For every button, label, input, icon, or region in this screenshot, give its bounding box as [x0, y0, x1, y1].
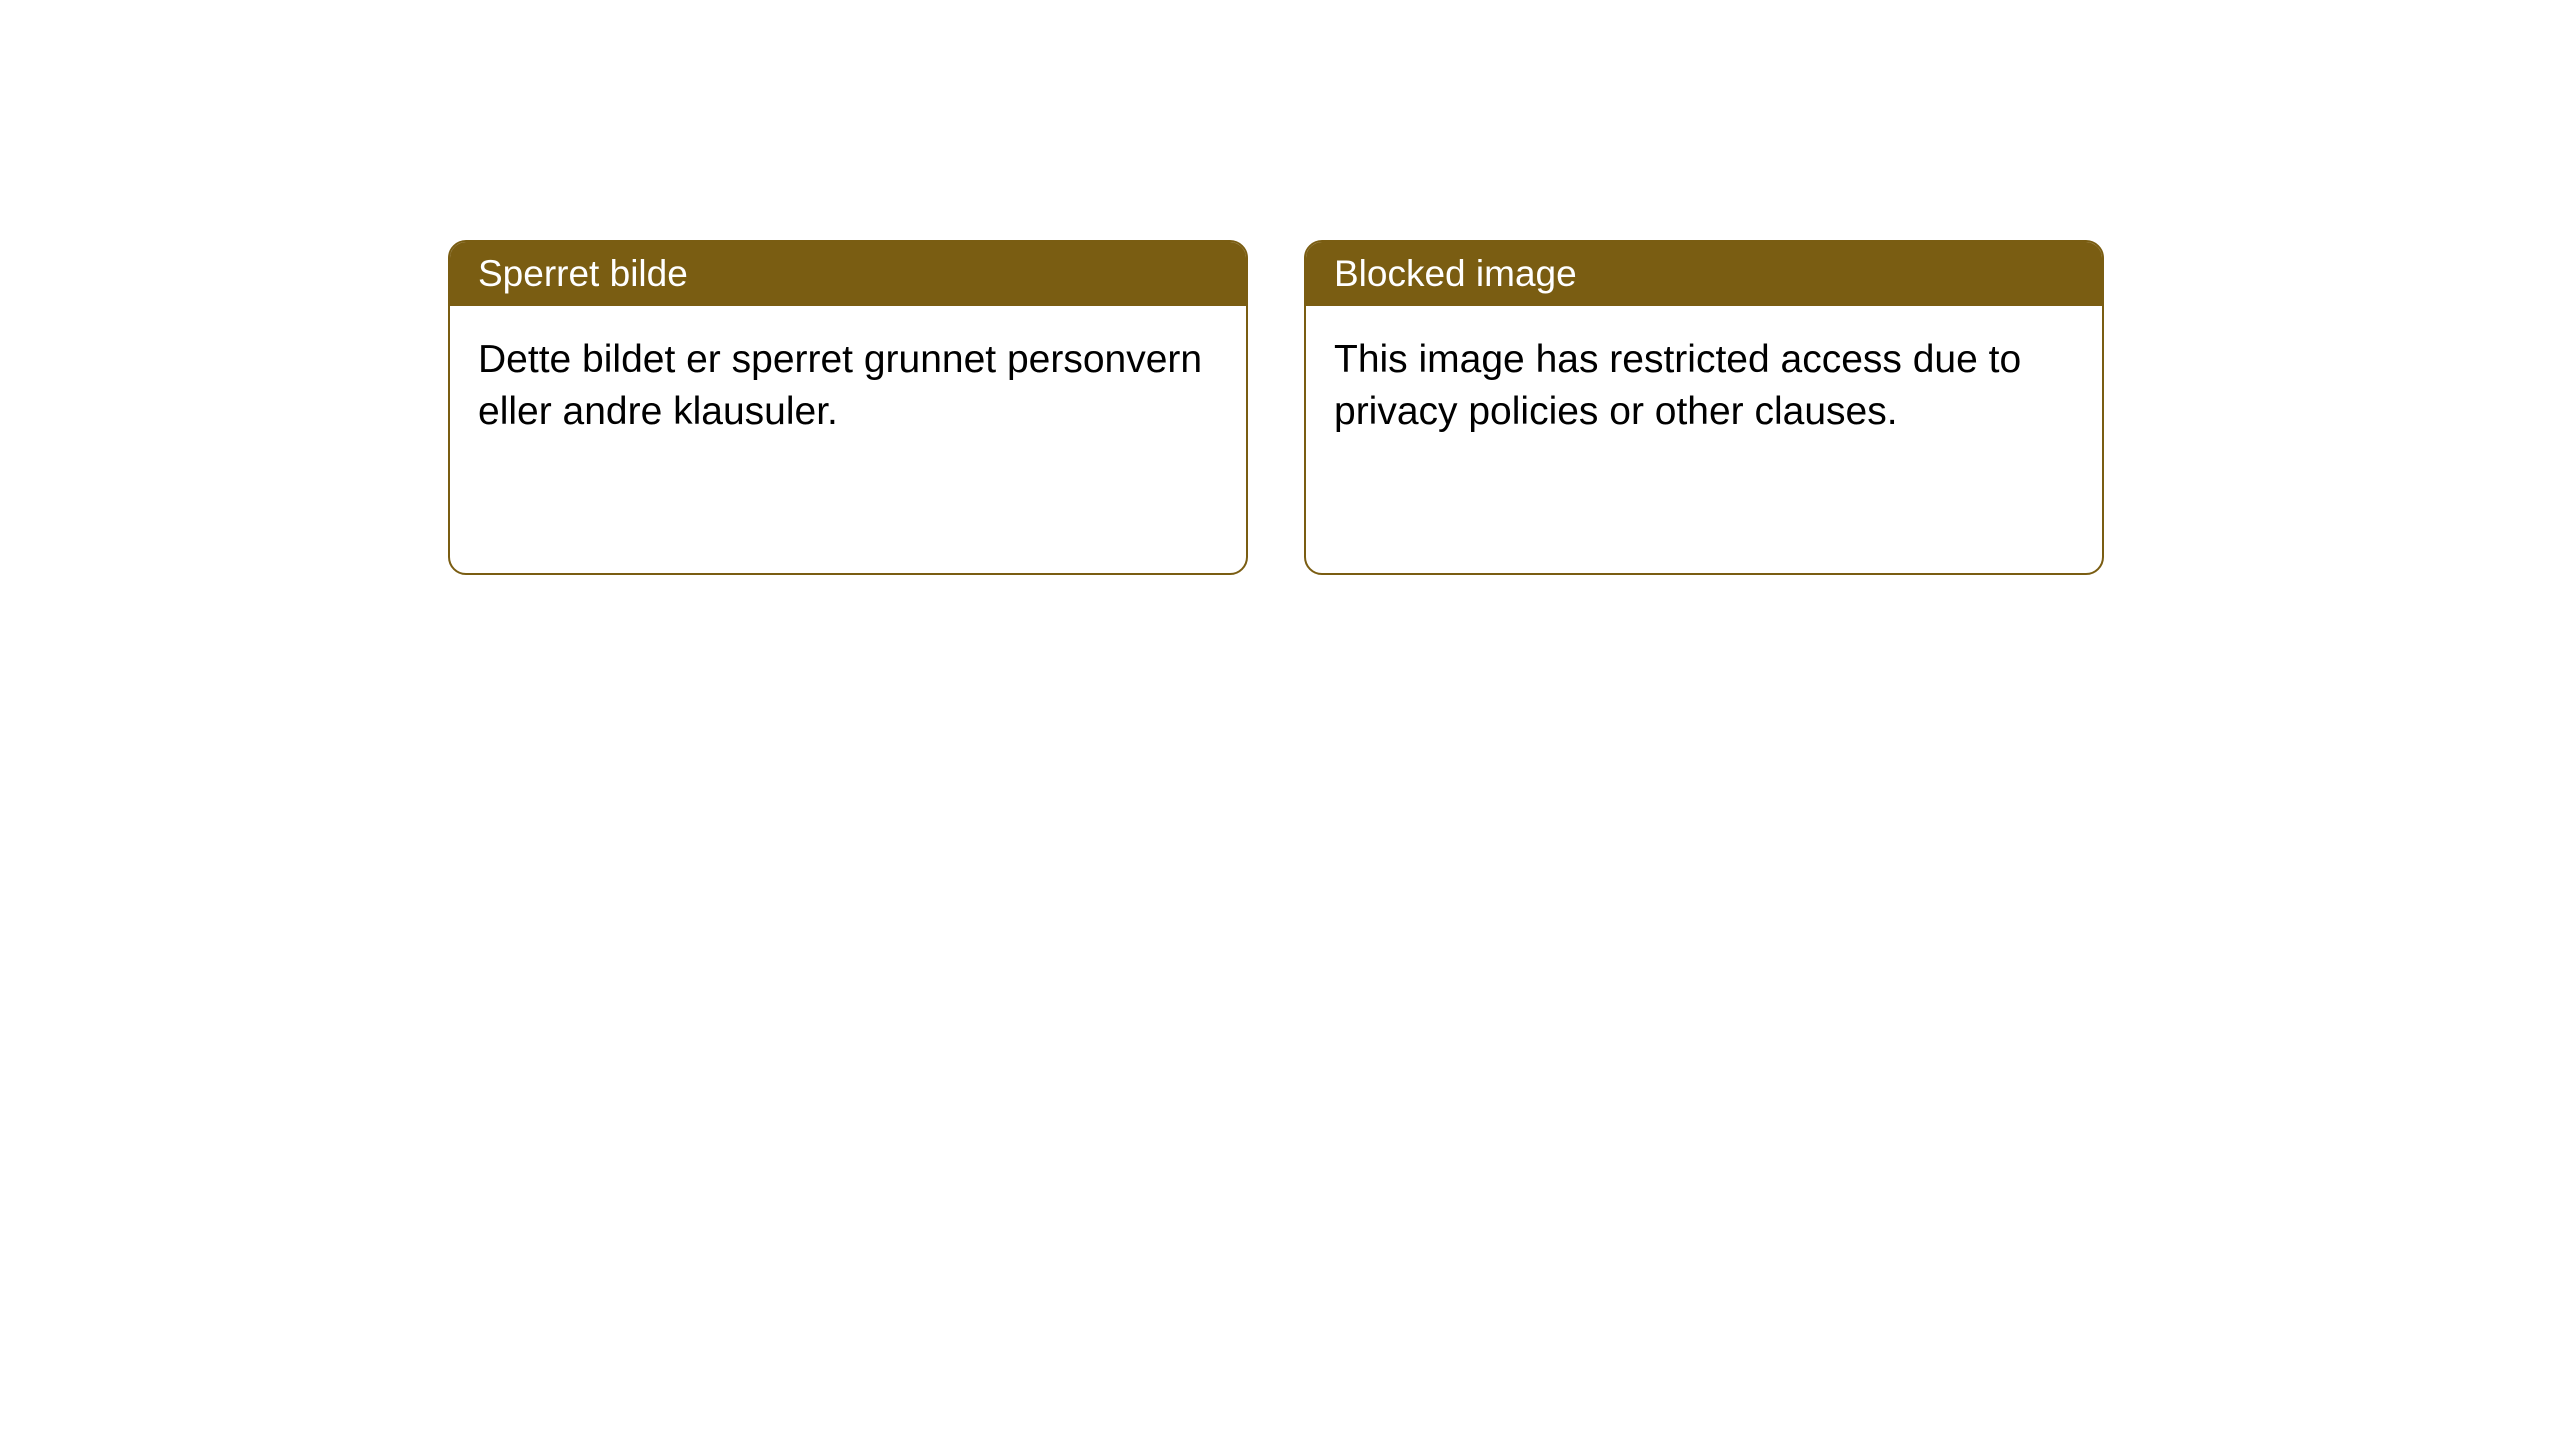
notice-header-text: Sperret bilde [478, 253, 688, 294]
notice-header: Sperret bilde [450, 242, 1246, 306]
notice-box-norwegian: Sperret bilde Dette bildet er sperret gr… [448, 240, 1248, 575]
notices-container: Sperret bilde Dette bildet er sperret gr… [0, 0, 2560, 575]
notice-header-text: Blocked image [1334, 253, 1577, 294]
notice-body-text: Dette bildet er sperret grunnet personve… [478, 338, 1202, 433]
notice-body-text: This image has restricted access due to … [1334, 338, 2021, 433]
notice-body: This image has restricted access due to … [1306, 306, 2102, 466]
notice-body: Dette bildet er sperret grunnet personve… [450, 306, 1246, 466]
notice-header: Blocked image [1306, 242, 2102, 306]
notice-box-english: Blocked image This image has restricted … [1304, 240, 2104, 575]
